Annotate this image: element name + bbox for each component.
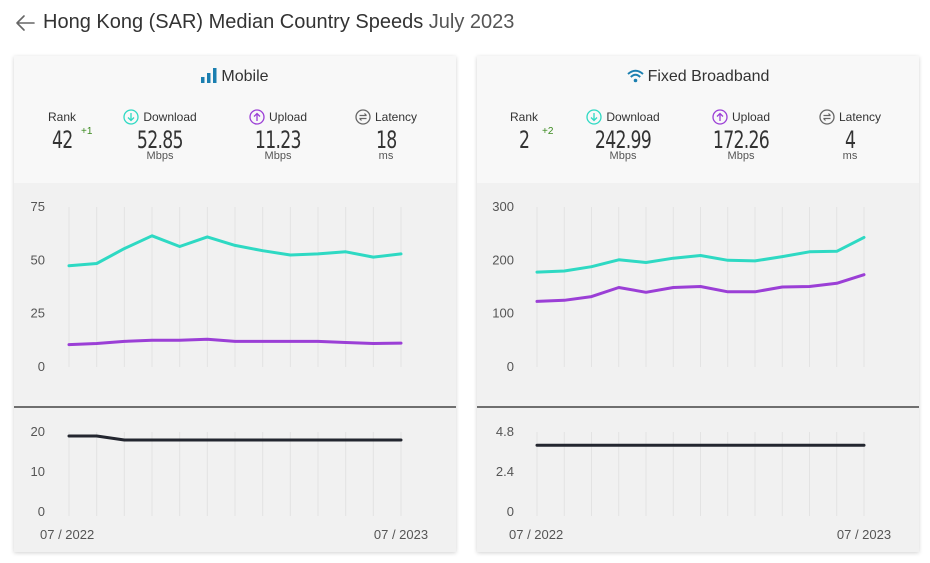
series-line-download <box>67 234 403 268</box>
mobile-card-title: Mobile <box>14 68 456 86</box>
fixed-card-title: Fixed Broadband <box>477 68 919 86</box>
mobile-download-value: 52.85 <box>137 126 184 154</box>
mobile-card: Mobile Rank 42 +1 Download 52.85 Mbps Up <box>14 56 456 552</box>
y-tick-label: 0 <box>507 359 514 374</box>
y-tick-label: 200 <box>492 252 514 267</box>
mobile-latency-unit: ms <box>378 150 394 162</box>
series-line-upload <box>67 337 403 347</box>
mobile-title-label: Mobile <box>221 68 269 85</box>
mobile-download-stat: Download 52.85 Mbps <box>110 108 210 162</box>
download-label: Download <box>573 108 673 126</box>
fixed-rank-value: 2 <box>518 126 530 154</box>
y-tick-label: 300 <box>492 199 514 214</box>
latency-label: Latency <box>336 108 436 126</box>
upload-icon <box>249 109 265 125</box>
upload-label: Upload <box>691 108 791 126</box>
fixed-download-stat: Download 242.99 Mbps <box>573 108 673 162</box>
mobile-upload-stat: Upload 11.23 Mbps <box>228 108 328 162</box>
fixed-upload-stat: Upload 172.26 Mbps <box>691 108 791 162</box>
page-title-text: Hong Kong (SAR) Median Country Speeds <box>43 11 424 33</box>
top-bar: Hong Kong (SAR) Median Country Speeds Ju… <box>0 0 930 50</box>
rank-label: Rank <box>47 110 76 124</box>
series-line-upload <box>535 273 866 303</box>
y-tick-label: 4.8 <box>496 424 514 439</box>
latency-icon <box>819 109 835 125</box>
upload-label: Upload <box>228 108 328 126</box>
fixed-latency-value: 4 <box>844 126 856 154</box>
fixed-broadband-card: Fixed Broadband Rank 2 +2 Download 242.9… <box>477 56 919 552</box>
mobile-download-unit: Mbps <box>146 150 174 162</box>
x-end-label: 07 / 2023 <box>837 527 891 542</box>
fixed-title-label: Fixed Broadband <box>647 68 770 85</box>
x-start-label: 07 / 2022 <box>40 527 94 542</box>
upload-icon <box>712 109 728 125</box>
y-tick-label: 0 <box>38 359 45 374</box>
fixed-rank-change: +2 <box>542 126 554 137</box>
series-line-latency <box>67 434 403 442</box>
fixed-download-unit: Mbps <box>609 150 637 162</box>
mobile-rank-stat: Rank 42 <box>12 108 112 154</box>
x-start-label: 07 / 2022 <box>509 527 563 542</box>
y-tick-label: 20 <box>31 424 45 439</box>
mobile-upload-value: 11.23 <box>255 126 302 154</box>
fixed-download-value: 242.99 <box>594 126 652 154</box>
latency-icon <box>355 109 371 125</box>
back-arrow-icon[interactable] <box>14 12 36 34</box>
mobile-card-header: Mobile Rank 42 +1 Download 52.85 Mbps Up <box>14 56 456 183</box>
download-label: Download <box>110 108 210 126</box>
y-tick-label: 0 <box>38 504 45 519</box>
y-tick-label: 50 <box>31 252 45 267</box>
mobile-latency-value: 18 <box>375 126 397 154</box>
mobile-latency-stat: Latency 18 ms <box>336 108 436 162</box>
fixed-rank-stat: Rank 2 <box>474 108 574 154</box>
page-title-period: July 2023 <box>428 11 515 33</box>
y-tick-label: 25 <box>31 306 45 321</box>
mobile-upload-unit: Mbps <box>264 150 292 162</box>
series-line-download <box>535 235 866 274</box>
y-tick-label: 10 <box>31 464 45 479</box>
mobile-chart: 07 / 2022 07 / 2023 0 25 50 75 0 10 20 <box>14 199 456 542</box>
fixed-latency-stat: Latency 4 ms <box>800 108 900 162</box>
download-icon <box>123 109 139 125</box>
y-tick-label: 2.4 <box>496 464 514 479</box>
mobile-rank-value: 42 <box>51 126 73 154</box>
fixed-upload-value: 172.26 <box>712 126 770 154</box>
x-end-label: 07 / 2023 <box>374 527 428 542</box>
fixed-latency-unit: ms <box>842 150 858 162</box>
y-tick-label: 0 <box>507 504 514 519</box>
fixed-broadband-chart: 07 / 2022 07 / 2023 0 100 200 300 0 2.4 4.8 <box>477 199 919 542</box>
fixed-upload-unit: Mbps <box>727 150 755 162</box>
mobile-rank-change: +1 <box>81 126 93 137</box>
page-title: Hong Kong (SAR) Median Country Speeds Ju… <box>43 11 514 34</box>
wifi-icon <box>626 69 644 83</box>
download-icon <box>586 109 602 125</box>
latency-label: Latency <box>800 108 900 126</box>
y-tick-label: 75 <box>31 199 45 214</box>
fixed-card-header: Fixed Broadband Rank 2 +2 Download 242.9… <box>477 56 919 183</box>
rank-label: Rank <box>509 110 538 124</box>
signal-bars-icon <box>201 68 217 83</box>
y-tick-label: 100 <box>492 306 514 321</box>
